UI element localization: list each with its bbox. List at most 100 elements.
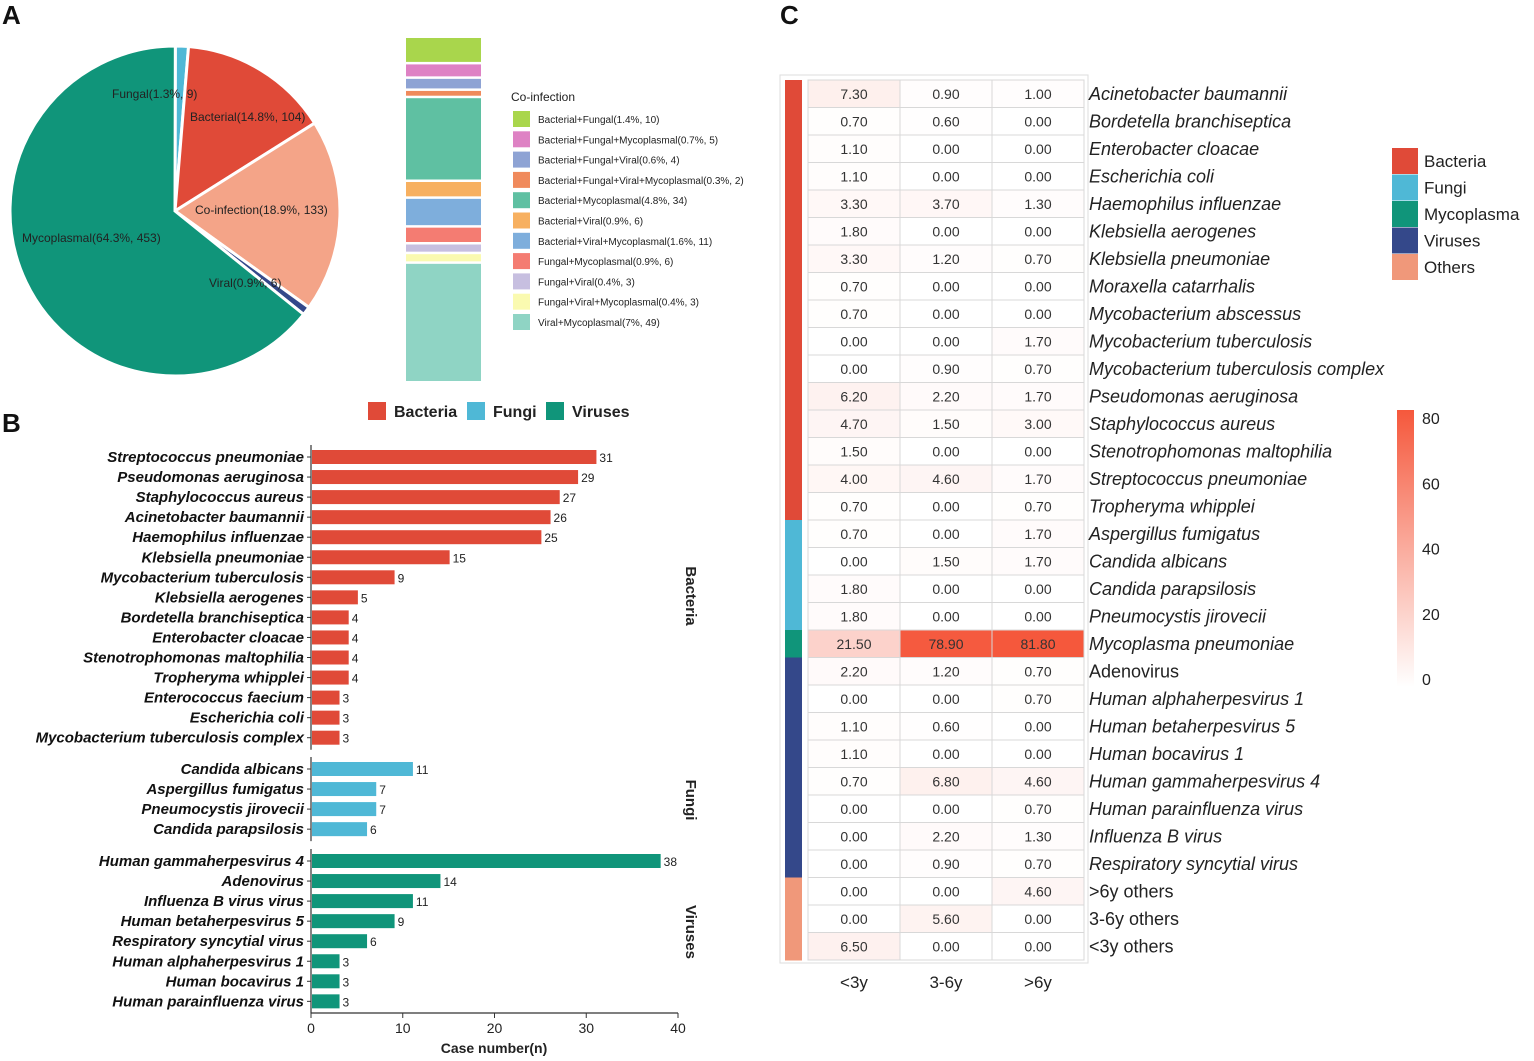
bar-tropheryma-whipplei	[312, 670, 349, 685]
heatmap-cell	[807, 409, 901, 438]
heatmap-row-label: Tropheryma whipplei	[1089, 496, 1256, 516]
heatmap-row-label: Klebsiella pneumoniae	[1089, 249, 1270, 269]
heatmap-cell-value: 0.00	[932, 278, 959, 294]
heatmap-cell	[807, 574, 901, 603]
heatmap-cell-value: 0.00	[1024, 581, 1051, 597]
heatmap-color-bar	[1397, 410, 1414, 687]
heatmap-cell-value: 0.70	[1024, 801, 1051, 817]
heatmap-row-label: Bordetella branchiseptica	[1089, 111, 1291, 131]
heatmap-cell-value: 2.20	[932, 828, 959, 844]
heatmap-cell	[991, 877, 1085, 906]
heatmap-cell-value: 0.00	[840, 361, 867, 377]
bar-legend-label-viruses: Viruses	[572, 404, 630, 421]
bar-group-label-viruses: Viruses	[682, 905, 699, 959]
coinfection-legend-label: Bacterial+Fungal+Mycoplasmal(0.7%, 5)	[538, 135, 718, 146]
heatmap-cell	[807, 217, 901, 246]
bar-x-tick-label: 20	[487, 1020, 503, 1036]
bar-category-label: Respiratory syncytial virus	[112, 933, 304, 950]
bar-value-label: 25	[544, 531, 558, 545]
bar-category-label: Staphylococcus aureus	[136, 489, 304, 506]
heatmap-cell-value: 0.90	[932, 86, 959, 102]
heatmap-cell-value: 4.70	[840, 416, 867, 432]
bar-category-label: Adenovirus	[220, 873, 304, 890]
heatmap-cell-value: 0.00	[1024, 746, 1051, 762]
heatmap-category-strip	[785, 767, 802, 796]
pie-label-viral: Viral(0.9%, 6)	[209, 276, 281, 290]
heatmap-cell-value: 0.00	[1024, 443, 1051, 459]
heatmap-row-label: Escherichia coli	[1089, 166, 1215, 186]
bar-value-label: 27	[563, 491, 577, 505]
bar-value-label: 4	[352, 631, 359, 645]
heatmap-cell-value: 1.70	[1024, 526, 1051, 542]
bar-value-label: 4	[352, 611, 359, 625]
heatmap-cell	[991, 382, 1085, 411]
heatmap-row-label: Human alphaherpesvirus 1	[1089, 689, 1304, 709]
heatmap-column-label: >6y	[1024, 973, 1052, 992]
heatmap-cell-value: 0.00	[1024, 223, 1051, 239]
heatmap-category-strip	[785, 822, 802, 851]
heatmap-cell	[991, 244, 1085, 273]
heatmap-cell	[807, 794, 901, 823]
heatmap-cell	[807, 437, 901, 466]
coinfection-legend-label: Fungal+Mycoplasmal(0.9%, 6)	[538, 257, 673, 268]
coinfection-legend-label: Bacterial+Mycoplasmal(4.8%, 34)	[538, 196, 687, 207]
bar-value-label: 26	[554, 511, 568, 525]
bar-value-label: 6	[370, 823, 377, 837]
color-bar-tick-label: 60	[1422, 476, 1440, 493]
heatmap-cell	[991, 684, 1085, 713]
heatmap-cell	[991, 107, 1085, 136]
bar-human-parainfluenza-virus	[312, 994, 340, 1009]
stack-segment	[406, 244, 481, 252]
coinfection-stacked-bar: Co-infection Bacterial+Fungal(1.4%, 10) Ba…	[406, 38, 744, 381]
bar-category-label: Klebsiella aerogenes	[155, 589, 304, 606]
heatmap-cell	[991, 409, 1085, 438]
bar-human-alphaherpesvirus-1	[312, 954, 340, 969]
heatmap-cell-value: 0.00	[932, 168, 959, 184]
heatmap-cell-value: 0.70	[840, 773, 867, 789]
heatmap-cell	[991, 739, 1085, 768]
bar-staphylococcus-aureus	[312, 490, 560, 505]
bar-category-label: Human bocavirus 1	[166, 973, 304, 990]
bar-category-label: Human alphaherpesvirus 1	[112, 953, 304, 970]
bar-influenza-b-virus-virus	[312, 894, 413, 909]
coinfection-legend-key	[513, 171, 530, 188]
heatmap-cell-value: 1.70	[1024, 333, 1051, 349]
heatmap-cell-value: 4.60	[1024, 883, 1051, 899]
stack-segment	[406, 64, 481, 77]
bar-category-label: Enterococcus faecium	[144, 690, 304, 707]
bar-category-label: Human gammaherpesvirus 4	[99, 853, 305, 870]
heatmap-cell-value: 0.00	[932, 883, 959, 899]
panel-a-letter: A	[2, 0, 21, 30]
bar-category-label: Mycobacterium tuberculosis complex	[36, 730, 305, 747]
heatmap-cell-value: 0.00	[932, 938, 959, 954]
bar-value-label: 3	[343, 712, 350, 726]
heatmap-legend-label-viruses: Viruses	[1424, 232, 1480, 251]
coinfection-legend-key	[513, 151, 530, 168]
heatmap-cell	[807, 327, 901, 356]
coinfection-legend-key	[513, 131, 530, 148]
heatmap-cell	[807, 299, 901, 328]
bar-haemophilus-influenzae	[312, 530, 542, 545]
heatmap-cell-value: 0.60	[932, 113, 959, 129]
heatmap-cell-value: 0.00	[840, 856, 867, 872]
heatmap-cell-value: 0.00	[840, 828, 867, 844]
bar-x-tick-label: 0	[307, 1020, 315, 1036]
heatmap-cell	[807, 629, 901, 658]
heatmap-cell-value: 0.90	[932, 856, 959, 872]
bar-streptococcus-pneumoniae	[312, 450, 597, 464]
bar-human-betaherpesvirus-5	[312, 914, 395, 929]
bar-human-bocavirus-1	[312, 974, 340, 989]
bar-value-label: 9	[398, 571, 405, 585]
heatmap-cell-value: 78.90	[928, 636, 963, 652]
heatmap-legend-key-mycoplasma	[1392, 201, 1418, 227]
bar-category-label: Acinetobacter baumannii	[124, 509, 305, 526]
bar-category-label: Tropheryma whipplei	[153, 670, 304, 687]
bar-enterococcus-faecium	[312, 690, 340, 705]
coinfection-legend-key	[513, 253, 530, 270]
heatmap-cell-value: 0.00	[840, 333, 867, 349]
heatmap-cell-value: 4.60	[1024, 773, 1051, 789]
heatmap-cell-value: 5.60	[932, 911, 959, 927]
heatmap-cell-value: 6.80	[932, 773, 959, 789]
bar-respiratory-syncytial-virus	[312, 934, 368, 949]
heatmap-cell	[899, 519, 993, 548]
